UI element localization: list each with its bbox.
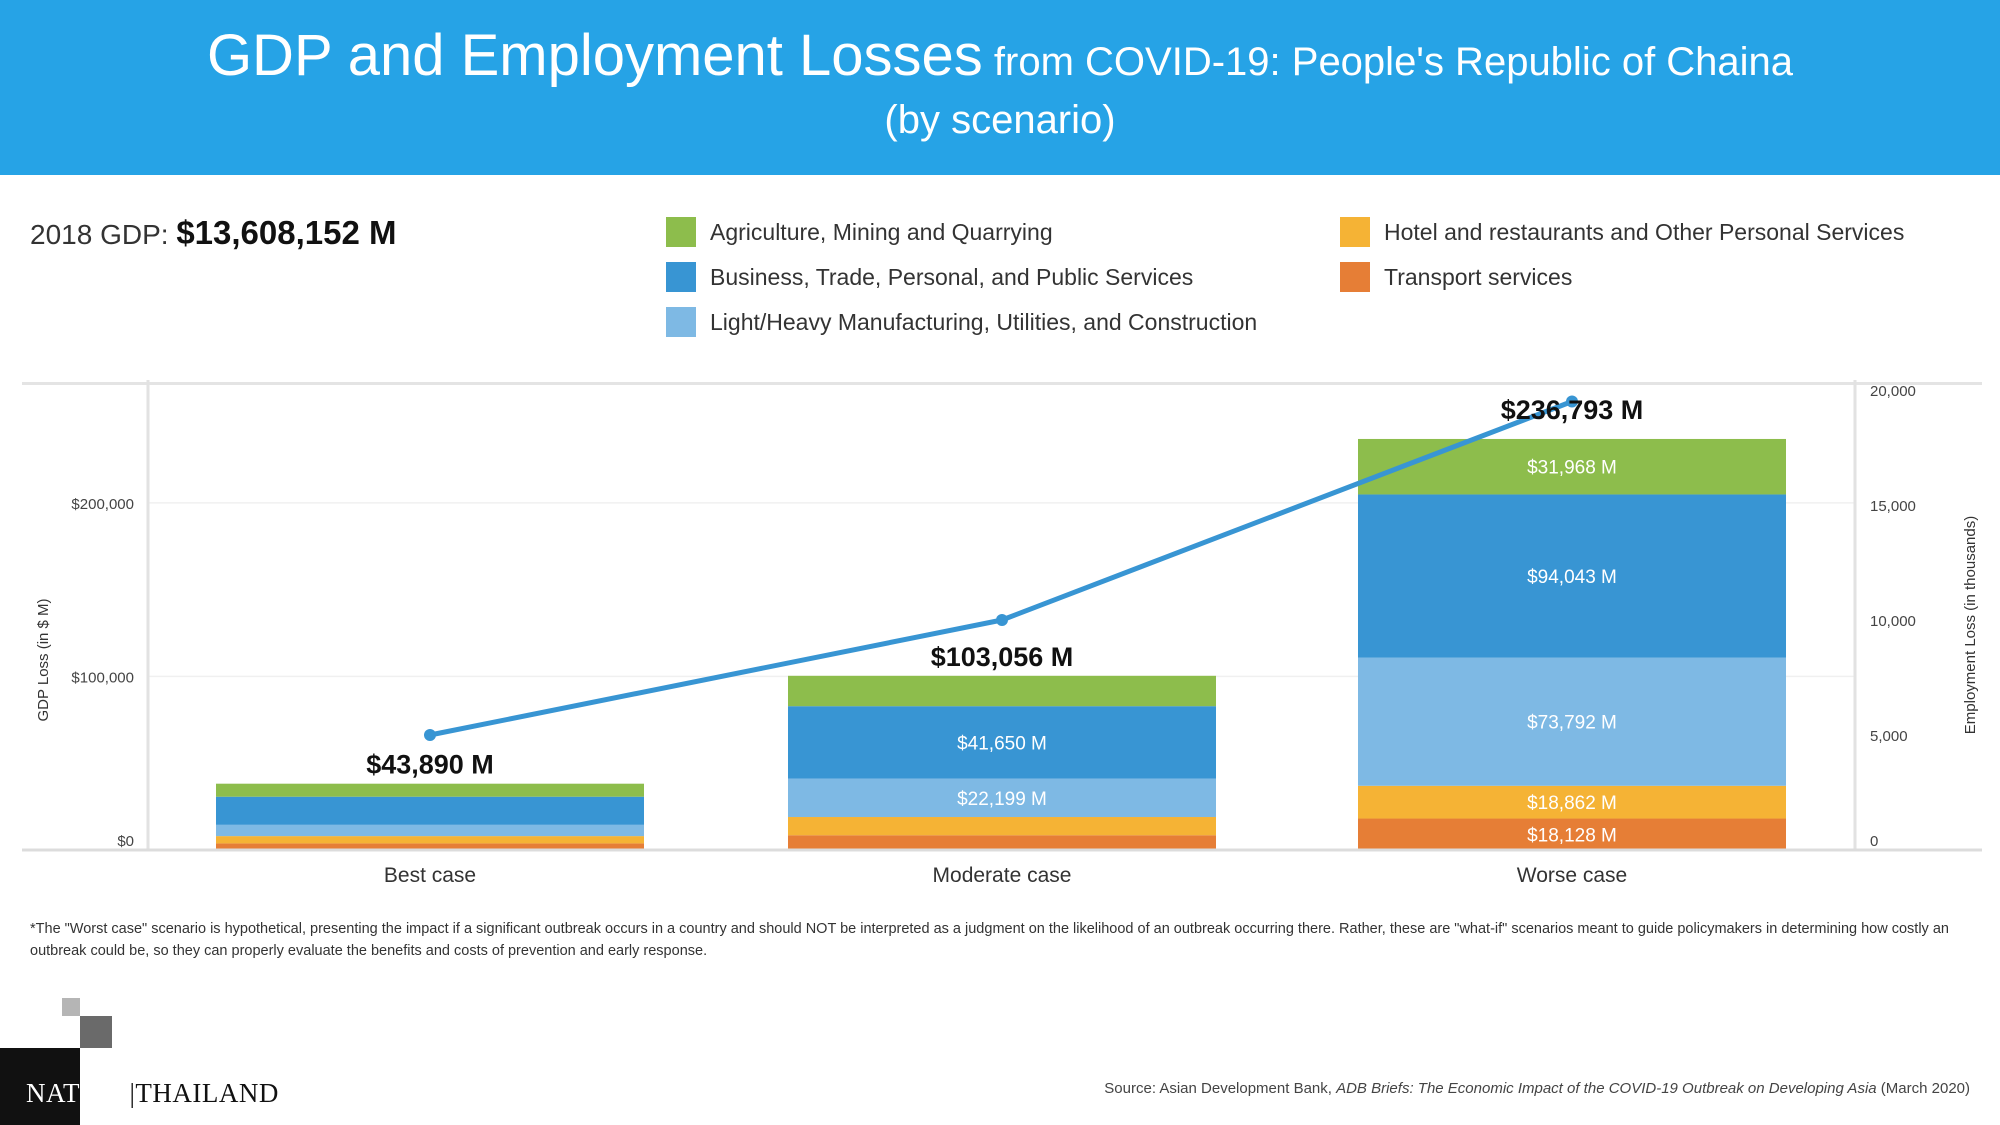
gdp-2018-caption: 2018 GDP: xyxy=(30,219,177,250)
chart-title: GDP and Employment Losses from COVID-19:… xyxy=(0,22,2000,89)
legend-label-manufacturing: Light/Heavy Manufacturing, Utilities, an… xyxy=(710,308,1258,335)
nation-thailand-logo[interactable]: NATION|THAILAND xyxy=(26,1078,279,1109)
logo-square-dark xyxy=(0,1048,80,1125)
segment-label: $31,968 M xyxy=(1527,458,1617,479)
bar-segment xyxy=(1358,494,1786,658)
header-banner: GDP and Employment Losses from COVID-19:… xyxy=(0,0,2000,175)
chart-svg: $43,890 M $22,199 M $41,650 M $103,056 M $18… xyxy=(22,380,1982,887)
y2-axis-title: Employment Loss (in thousands) xyxy=(1962,516,1979,734)
segment-label: $73,792 M xyxy=(1527,713,1617,734)
employment-point xyxy=(424,729,436,741)
legend-swatch-agriculture xyxy=(666,217,696,247)
employment-point xyxy=(1566,395,1578,408)
logo-square-mid xyxy=(80,1016,112,1048)
gdp-2018-value: $13,608,152 M xyxy=(176,214,397,251)
x-tick-label: Best case xyxy=(384,864,476,887)
bar-segment xyxy=(1358,785,1786,819)
y-tick-label: $0 xyxy=(117,833,134,850)
logo-square-light xyxy=(62,998,80,1016)
bar-segment xyxy=(788,778,1216,818)
labels-group: $43,890 M $22,199 M $41,650 M $103,056 M $18… xyxy=(366,395,1643,846)
footnote: *The "Worst case" scenario is hypothetic… xyxy=(30,921,1949,959)
logo-divider: | xyxy=(129,1078,136,1108)
bar-segment xyxy=(1358,438,1786,495)
legend-swatch-hotel xyxy=(1340,217,1370,247)
chart-top-divider xyxy=(22,382,1982,385)
source-title: ADB Briefs: The Economic Impact of the C… xyxy=(1336,1080,1877,1097)
bar-segment xyxy=(216,843,644,850)
bar-segment xyxy=(216,824,644,837)
y2-tick-label: 5,000 xyxy=(1870,728,1908,745)
axes-group: $0 $100,000 $200,000 0 5,000 10,000 15,000 20,0… xyxy=(22,380,1982,887)
total-label: $43,890 M xyxy=(366,750,494,780)
segment-label: $94,043 M xyxy=(1527,567,1617,588)
employment-line-group xyxy=(424,395,1578,741)
title-main: GDP and Employment Losses xyxy=(206,23,983,88)
segment-label: $18,862 M xyxy=(1527,793,1617,814)
bar-segment xyxy=(788,706,1216,779)
bar-segment xyxy=(1358,657,1786,786)
chart-subtitle: (by scenario) xyxy=(884,98,1116,142)
legend-item-business: Business, Trade, Personal, and Public Se… xyxy=(666,262,1193,292)
total-label: $236,793 M xyxy=(1501,395,1644,425)
bar-segment xyxy=(216,836,644,844)
bar-segment xyxy=(216,783,644,797)
x-tick-label: Worse case xyxy=(1517,864,1628,887)
employment-point xyxy=(996,614,1008,626)
legend-label-business: Business, Trade, Personal, and Public Se… xyxy=(710,263,1194,290)
legend-label-transport: Transport services xyxy=(1384,263,1573,290)
bar-segment xyxy=(1358,818,1786,850)
legend-swatch-transport xyxy=(1340,262,1370,292)
legend-item-hotel: Hotel and restaurants and Other Personal… xyxy=(1340,217,1904,247)
y-tick-label: $100,000 xyxy=(71,669,134,686)
total-label: $103,056 M xyxy=(931,642,1074,672)
source-suffix: (March 2020) xyxy=(1876,1080,1970,1097)
logo-text-nation: NATION xyxy=(26,1078,130,1108)
bar-segment xyxy=(788,675,1216,707)
segment-label: $41,650 M xyxy=(957,733,1047,754)
legend-swatch-business xyxy=(666,262,696,292)
x-tick-label: Moderate case xyxy=(933,864,1072,887)
bar-segment xyxy=(788,817,1216,836)
legend-item-transport: Transport services xyxy=(1340,262,1572,292)
segment-label: $18,128 M xyxy=(1527,825,1617,846)
y-axis-title: GDP Loss (in $ M) xyxy=(35,598,52,721)
y2-tick-label: 15,000 xyxy=(1870,498,1916,515)
bar-segment xyxy=(788,835,1216,850)
legend-item-agriculture: Agriculture, Mining and Quarrying xyxy=(666,217,1053,247)
source-note: Source: Asian Development Bank, ADB Brie… xyxy=(1104,1080,1970,1097)
y2-tick-label: 20,000 xyxy=(1870,383,1916,400)
y2-tick-label: 10,000 xyxy=(1870,613,1916,630)
logo-text-thailand: THAILAND xyxy=(135,1078,279,1108)
gdp-2018-label: 2018 GDP: $13,608,152 M xyxy=(30,214,396,252)
y-tick-label: $200,000 xyxy=(71,496,134,513)
source-prefix: Source: Asian Development Bank, xyxy=(1104,1080,1337,1097)
legend-swatch-manufacturing xyxy=(666,307,696,337)
bars-group xyxy=(216,438,1786,850)
title-sub: from COVID-19: People's Republic of Chai… xyxy=(982,40,1794,84)
legend-label-agriculture: Agriculture, Mining and Quarrying xyxy=(710,218,1053,245)
segment-label: $22,199 M xyxy=(957,789,1047,810)
legend-label-hotel: Hotel and restaurants and Other Personal… xyxy=(1384,218,1905,245)
y2-tick-label: 0 xyxy=(1870,833,1878,850)
bar-segment xyxy=(216,796,644,825)
legend-item-manufacturing: Light/Heavy Manufacturing, Utilities, an… xyxy=(666,307,1257,337)
